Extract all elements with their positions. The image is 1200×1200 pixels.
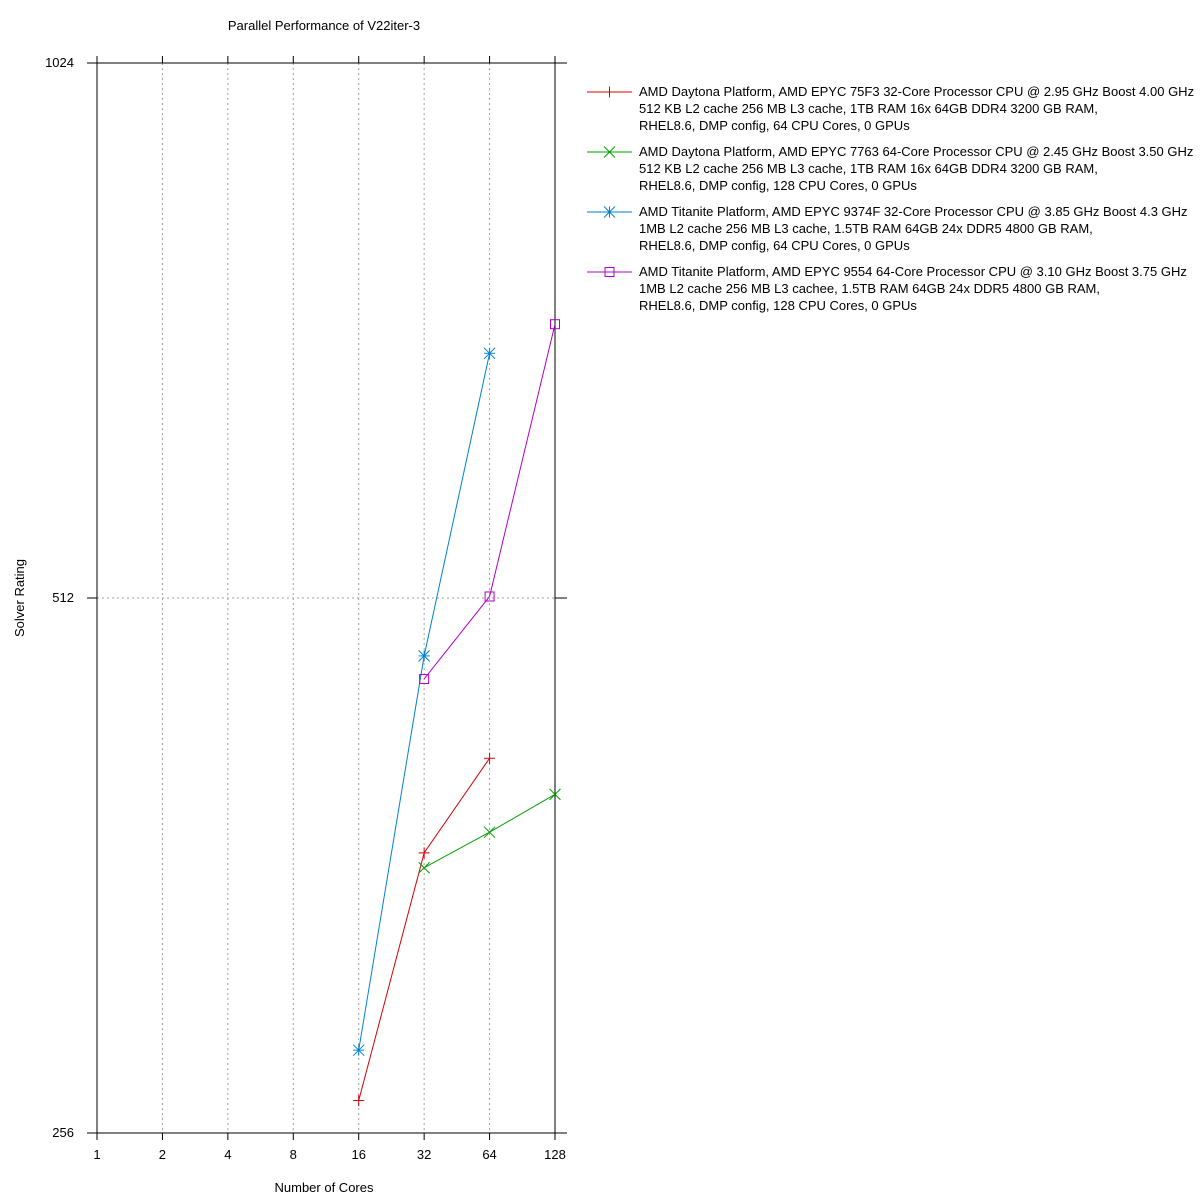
data-point [353,1095,365,1107]
legend-swatch-marker [603,206,616,218]
y-tick-label: 1024 [45,55,74,70]
legend-label-line: AMD Titanite Platform, AMD EPYC 9374F 32… [639,204,1188,219]
legend: AMD Daytona Platform, AMD EPYC 75F3 32-C… [587,84,1194,313]
legend-swatch-marker [604,267,615,277]
x-tick-label: 4 [224,1147,231,1162]
legend-entry-2: AMD Daytona Platform, AMD EPYC 7763 64-C… [587,144,1193,193]
data-point [483,347,496,360]
legend-entry-1: AMD Daytona Platform, AMD EPYC 75F3 32-C… [587,84,1194,133]
legend-label-line: RHEL8.6, DMP config, 128 CPU Cores, 0 GP… [639,298,917,313]
data-point [483,826,496,839]
data-point [550,319,560,330]
x-tick-label: 8 [290,1147,297,1162]
x-axis-label: Number of Cores [275,1180,374,1195]
series-1 [353,752,496,1107]
data-point [419,673,430,684]
legend-label-line: AMD Titanite Platform, AMD EPYC 9554 64-… [639,264,1187,279]
series-4 [419,319,560,684]
data-point [418,847,430,859]
legend-label-line: 512 KB L2 cache 256 MB L3 cache, 1TB RAM… [639,101,1098,116]
legend-entry-3: AMD Titanite Platform, AMD EPYC 9374F 32… [587,204,1188,253]
axis-ticks: 1 2 4 8 16 32 64 128 256 512 1024 [45,55,567,1162]
y-tick-label: 256 [52,1125,74,1140]
data-point [418,650,430,662]
x-tick-label: 2 [159,1147,166,1162]
chart-title: Parallel Performance of V22iter-3 [228,18,420,33]
series-layer [352,319,561,1107]
data-point [484,752,496,764]
legend-label-line: RHEL8.6, DMP config, 128 CPU Cores, 0 GP… [639,178,917,193]
series-line [423,324,556,680]
series-line [358,353,491,1051]
data-point [549,788,561,801]
series-2 [418,788,561,874]
legend-label-line: 1MB L2 cache 256 MB L3 cache, 1.5TB RAM … [639,221,1093,236]
legend-label-line: RHEL8.6, DMP config, 64 CPU Cores, 0 GPU… [639,118,910,133]
series-3 [352,347,496,1057]
legend-label-line: 1MB L2 cache 256 MB L3 cachee, 1.5TB RAM… [639,281,1100,296]
y-axis-label: Solver Rating [12,559,27,637]
grid [97,63,555,1133]
x-tick-label: 1 [93,1147,100,1162]
legend-label-line: AMD Daytona Platform, AMD EPYC 75F3 32-C… [639,84,1194,99]
legend-entry-4: AMD Titanite Platform, AMD EPYC 9554 64-… [587,264,1187,313]
legend-label-line: AMD Daytona Platform, AMD EPYC 7763 64-C… [639,144,1193,159]
plot-frame [96,62,556,1134]
legend-label-line: 512 KB L2 cache 256 MB L3 cache, 1TB RAM… [639,161,1098,176]
x-tick-label: 64 [482,1147,496,1162]
data-point [418,861,430,874]
legend-swatch-marker [604,86,615,98]
x-tick-label: 16 [351,1147,365,1162]
y-tick-label: 512 [52,590,74,605]
legend-swatch-marker [603,146,616,158]
x-tick-label: 32 [417,1147,431,1162]
series-line [423,793,556,869]
legend-label-line: RHEL8.6, DMP config, 64 CPU Cores, 0 GPU… [639,238,910,253]
data-point [352,1044,365,1057]
x-tick-label: 128 [544,1147,566,1162]
data-point [484,591,495,602]
